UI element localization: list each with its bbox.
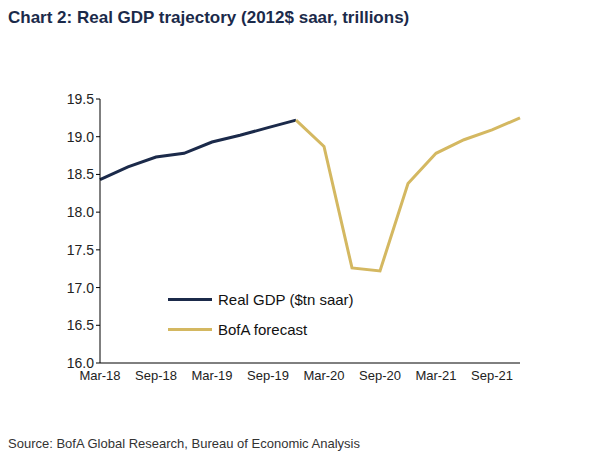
html-text:Real GDP ($tn saar): Real GDP ($tn saar) xyxy=(218,290,354,308)
svg-text:17.5: 17.5 xyxy=(67,242,94,258)
svg-text:Sep-21: Sep-21 xyxy=(471,368,513,383)
svg-text:Mar-18: Mar-18 xyxy=(79,368,121,384)
svg-text:18.5: 18.5 xyxy=(67,166,94,182)
svg-text:17.0: 17.0 xyxy=(67,280,94,296)
svg-text:19.5: 19.5 xyxy=(67,91,94,107)
svg-text:Sep-18: Sep-18 xyxy=(135,368,177,383)
html-text:BofA forecast: BofA forecast xyxy=(218,320,308,338)
html-text:Source: BofA Global Research,: Source: BofA Global Research, Bureau of … xyxy=(8,436,360,451)
svg-text:19.0: 19.0 xyxy=(67,129,94,145)
svg-text:Mar-20: Mar-20 xyxy=(303,368,344,383)
svg-text:16.5: 16.5 xyxy=(67,317,94,333)
svg-text:18.0: 18.0 xyxy=(67,204,94,220)
html-text:Chart 2: Real GDP trajectory (: Chart 2: Real GDP trajectory (2012$ saar… xyxy=(8,8,410,27)
svg-text:16.0: 16.0 xyxy=(67,355,94,371)
svg-text:Sep-20: Sep-20 xyxy=(359,368,401,383)
svg-text:Mar-21: Mar-21 xyxy=(415,368,456,383)
svg-text:Sep-19: Sep-19 xyxy=(247,368,289,383)
svg-text:Mar-19: Mar-19 xyxy=(191,368,232,383)
